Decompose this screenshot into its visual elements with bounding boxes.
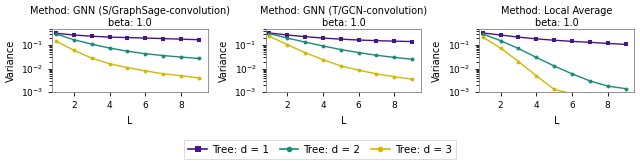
Y-axis label: Variance: Variance: [432, 39, 442, 82]
Y-axis label: Variance: Variance: [219, 39, 229, 82]
X-axis label: L: L: [127, 116, 133, 126]
Title: Method: Local Average
beta: 1.0: Method: Local Average beta: 1.0: [501, 6, 612, 28]
Y-axis label: Variance: Variance: [6, 39, 15, 82]
X-axis label: L: L: [340, 116, 346, 126]
Title: Method: GNN (T/GCN-convolution)
beta: 1.0: Method: GNN (T/GCN-convolution) beta: 1.…: [260, 6, 427, 28]
Legend: Tree: d = 1, Tree: d = 2, Tree: d = 3: Tree: d = 1, Tree: d = 2, Tree: d = 3: [184, 140, 456, 159]
X-axis label: L: L: [554, 116, 559, 126]
Title: Method: GNN (S/GraphSage-convolution)
beta: 1.0: Method: GNN (S/GraphSage-convolution) be…: [30, 6, 230, 28]
